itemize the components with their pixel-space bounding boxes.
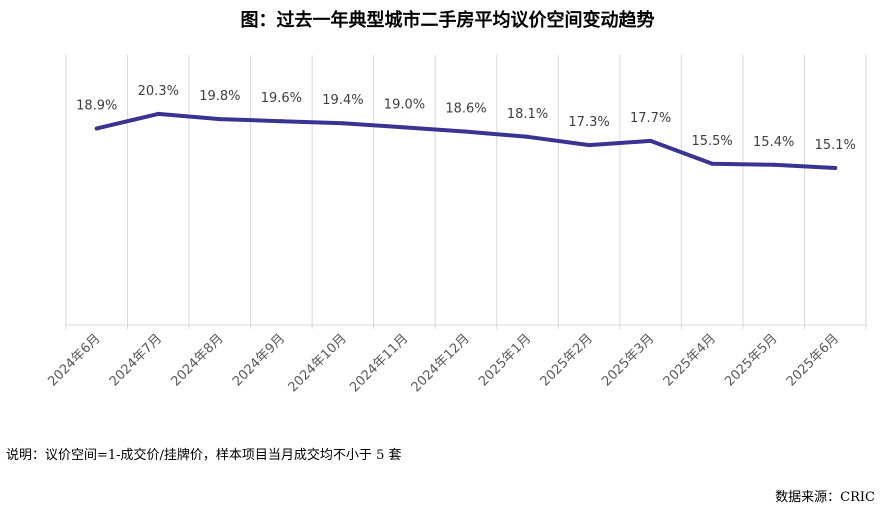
data-label: 17.7% xyxy=(630,111,671,126)
x-tick-label: 2025年3月 xyxy=(599,331,657,389)
chart-title: 图：过去一年典型城市二手房平均议价空间变动趋势 xyxy=(240,10,655,31)
data-label: 18.9% xyxy=(76,98,117,113)
data-label: 18.1% xyxy=(507,107,548,122)
data-point xyxy=(402,125,407,130)
data-source: 数据来源：CRIC xyxy=(775,490,875,505)
x-tick-label: 2024年7月 xyxy=(107,331,165,389)
chart-note: 说明：议价空间=1-成交价/挂牌价，样本项目当月成交均不小于 5 套 xyxy=(6,448,402,463)
data-label: 20.3% xyxy=(138,84,179,99)
data-point xyxy=(525,134,530,139)
data-label: 19.0% xyxy=(384,97,425,112)
grid-lines xyxy=(65,55,867,329)
x-tick-label: 2024年11月 xyxy=(347,331,411,395)
data-label: 15.1% xyxy=(815,138,856,153)
data-label: 19.8% xyxy=(199,89,240,104)
x-tick-label: 2025年5月 xyxy=(722,331,780,389)
data-label: 18.6% xyxy=(445,102,486,117)
x-tick-label: 2025年1月 xyxy=(476,331,534,389)
x-tick-labels: 2024年6月 2024年7月 2024年8月 2024年9月2024年10月2024… xyxy=(45,331,842,395)
data-point xyxy=(771,162,776,167)
data-point xyxy=(156,111,161,116)
x-tick-label: 2025年4月 xyxy=(661,331,719,389)
data-point xyxy=(94,126,99,131)
x-tick-label: 2025年6月 xyxy=(784,331,842,389)
line-chart: 18.9% 20.3% 19.8% 19.6% 19.4% 19.0% 18.6% 18.1%… xyxy=(45,55,867,395)
x-tick-label: 2024年6月 xyxy=(45,331,103,389)
data-label: 17.3% xyxy=(568,115,609,130)
data-labels: 18.9% 20.3% 19.8% 19.6% 19.4% 19.0% 18.6% 18.1%… xyxy=(76,84,856,170)
x-tick-label: 2024年9月 xyxy=(230,331,288,389)
data-label: 19.4% xyxy=(322,93,363,108)
x-tick-label: 2024年8月 xyxy=(168,331,226,389)
data-point xyxy=(217,117,222,122)
data-point xyxy=(833,165,838,170)
data-point xyxy=(464,129,468,134)
data-point xyxy=(340,121,345,126)
data-point xyxy=(587,143,592,148)
data-label: 15.5% xyxy=(691,134,732,149)
data-point xyxy=(710,161,715,166)
x-tick-label: 2024年10月 xyxy=(286,331,350,395)
x-tick-label: 2024年12月 xyxy=(409,331,473,395)
data-point xyxy=(279,119,284,124)
data-label: 15.4% xyxy=(753,135,794,150)
data-point xyxy=(648,138,653,143)
data-label: 19.6% xyxy=(261,91,302,106)
x-tick-label: 2025年2月 xyxy=(538,331,596,389)
